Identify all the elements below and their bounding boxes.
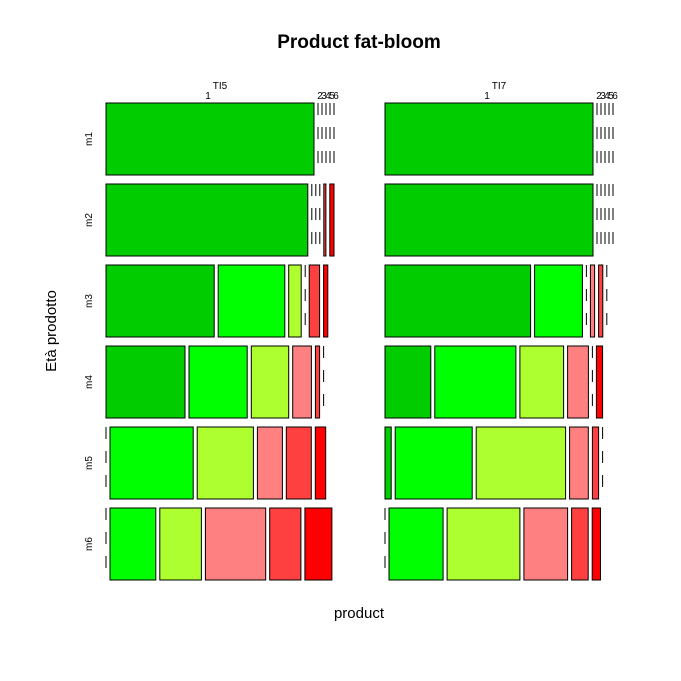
cell-ti5-m2-level-1 <box>105 183 309 257</box>
level-label-ti5-2: 2 <box>317 91 323 102</box>
row-label-m4: m4 <box>84 375 95 389</box>
cell-ti5-m4-level-1 <box>105 345 186 419</box>
cell-ti7-m3-level-2 <box>534 264 583 338</box>
row-label-m2: m2 <box>84 213 95 227</box>
cell-ti7-m3-level-1 <box>384 264 532 338</box>
level-label-ti7-4: 4 <box>604 91 610 102</box>
cell-ti5-m6-level-6 <box>304 507 333 581</box>
panel-header-ti7: TI7 <box>492 81 507 92</box>
cell-ti7-m4-level-2 <box>434 345 517 419</box>
cell-ti5-m6-level-4 <box>204 507 267 581</box>
level-label-ti5-5: 5 <box>329 91 335 102</box>
level-label-ti5-3: 3 <box>321 91 327 102</box>
cell-ti5-m3-level-3 <box>288 264 302 338</box>
cell-ti7-m4-level-1 <box>384 345 432 419</box>
row-label-m3: m3 <box>84 294 95 308</box>
level-label-ti5-1: 1 <box>205 91 211 102</box>
level-label-ti7-2: 2 <box>596 91 602 102</box>
cell-ti5-m3-level-6 <box>323 264 329 338</box>
level-label-ti5-4: 4 <box>325 91 331 102</box>
cell-ti5-m4-level-4 <box>292 345 312 419</box>
cell-ti5-m4-level-3 <box>250 345 290 419</box>
cell-ti5-m5-level-3 <box>196 426 254 500</box>
row-label-m5: m5 <box>84 456 95 470</box>
level-label-ti7-3: 3 <box>600 91 606 102</box>
cell-ti5-m1-level-1 <box>105 102 315 176</box>
cell-ti7-m4-level-6 <box>595 345 604 419</box>
cell-ti5-m4-level-5 <box>314 345 321 419</box>
level-label-ti7-1: 1 <box>484 91 490 102</box>
cell-ti5-m6-level-5 <box>269 507 302 581</box>
cell-ti7-m5-level-3 <box>475 426 567 500</box>
y-axis-title: Età prodotto <box>43 290 60 372</box>
cell-ti7-m6-level-5 <box>571 507 589 581</box>
cell-ti5-m5-level-4 <box>256 426 283 500</box>
cell-ti5-m3-level-1 <box>105 264 215 338</box>
cell-ti5-m6-level-3 <box>159 507 202 581</box>
cell-ti5-m2-level-6 <box>329 183 335 257</box>
cell-ti7-m3-level-4 <box>589 264 596 338</box>
cell-ti7-m2-level-1 <box>384 183 594 257</box>
cell-ti5-m2-level-5 <box>323 183 327 257</box>
cell-ti5-m3-level-2 <box>217 264 286 338</box>
cell-ti7-m6-level-6 <box>591 507 602 581</box>
cell-ti7-m5-level-5 <box>591 426 600 500</box>
level-label-ti7-5: 5 <box>608 91 614 102</box>
cell-ti5-m5-level-6 <box>314 426 327 500</box>
cell-ti5-m4-level-2 <box>188 345 248 419</box>
row-label-m6: m6 <box>84 537 95 551</box>
chart-title: Product fat-bloom <box>277 32 441 53</box>
cell-ti7-m4-level-4 <box>567 345 589 419</box>
cell-ti5-m3-level-5 <box>308 264 321 338</box>
x-axis-title: product <box>334 605 385 622</box>
cell-ti5-m6-level-2 <box>109 507 157 581</box>
row-label-m1: m1 <box>84 132 95 146</box>
cell-ti7-m1-level-1 <box>384 102 594 176</box>
cell-ti7-m5-level-4 <box>569 426 589 500</box>
cell-ti7-m3-level-5 <box>598 264 604 338</box>
cell-ti5-m5-level-5 <box>285 426 312 500</box>
level-label-ti5-6: 6 <box>333 91 339 102</box>
panel-header-ti5: TI5 <box>213 81 228 92</box>
level-label-ti7-6: 6 <box>612 91 618 102</box>
cell-ti7-m6-level-2 <box>388 507 444 581</box>
cell-ti7-m5-level-1 <box>384 426 392 500</box>
cell-ti5-m5-level-2 <box>109 426 194 500</box>
cell-ti7-m4-level-3 <box>519 345 565 419</box>
cell-ti7-m6-level-3 <box>446 507 521 581</box>
cell-ti7-m5-level-2 <box>394 426 473 500</box>
cell-ti7-m6-level-4 <box>523 507 569 581</box>
